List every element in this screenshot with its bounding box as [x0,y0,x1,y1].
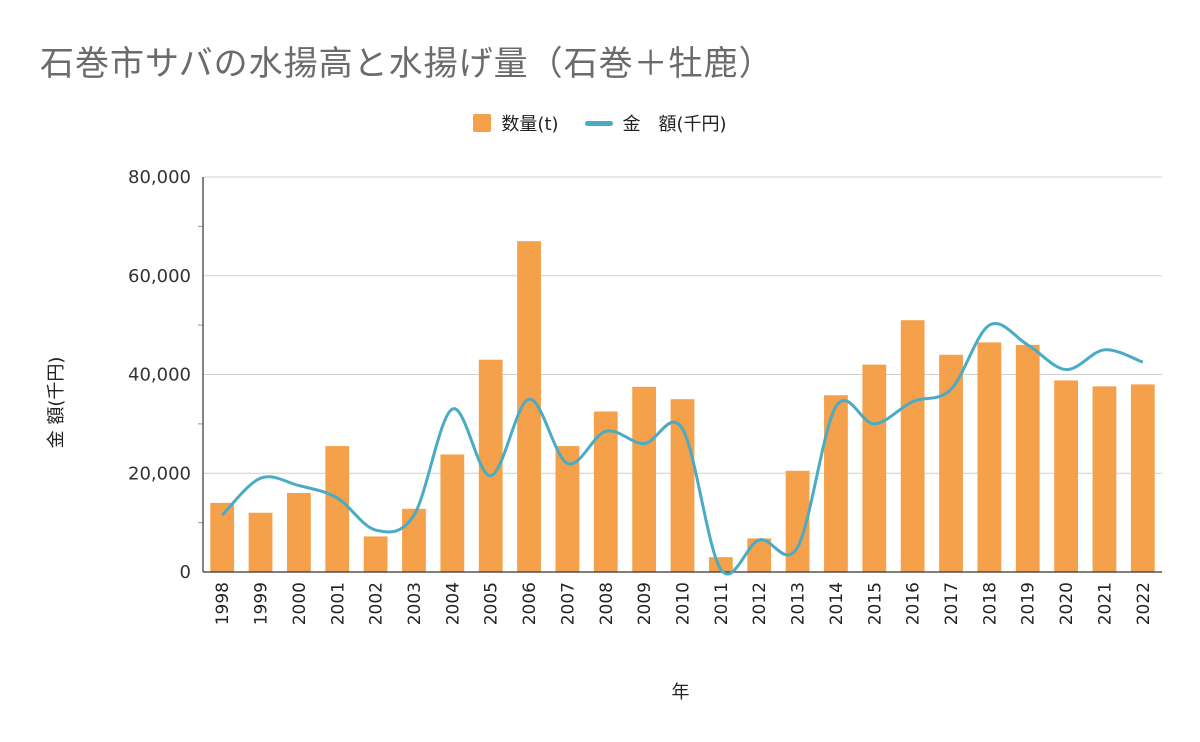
y-tick-label: 80,000 [128,167,191,188]
bar [363,536,388,572]
bar [210,502,235,572]
x-tick-label: 2001 [328,582,348,625]
x-tick-label: 2015 [865,582,885,625]
legend-item-bar: 数量(t) [473,110,559,136]
x-tick-label: 2022 [1134,582,1154,625]
bar [939,354,963,572]
bar [1054,380,1078,572]
x-axis-title: 年 [672,682,690,703]
series-line [221,322,1144,576]
bar [248,512,273,572]
x-tick-label: 2019 [1019,582,1039,625]
x-tick-label: 2002 [367,582,387,625]
bar [670,399,695,572]
bar [478,359,503,572]
x-tick-label: 2004 [443,582,463,625]
bar [747,538,772,572]
legend-label-bar: 数量(t) [501,114,559,135]
x-tick-label: 2006 [520,582,540,625]
bar [785,470,810,572]
x-tick-label: 2000 [290,582,310,625]
legend-label-line: 金 額(千円) [622,114,727,135]
x-tick-label: 2017 [942,582,962,625]
y-tick-label: 60,000 [128,266,191,287]
bar [517,241,541,572]
x-tick-label: 2016 [904,582,924,625]
bar [708,557,733,572]
x-tick-label: 2010 [674,582,694,625]
bar [862,364,887,572]
y-tick-label: 40,000 [128,365,191,386]
bar [1092,386,1117,572]
bar [593,411,618,572]
bar [1130,384,1155,572]
x-tick-label: 2014 [827,582,847,625]
x-tick-label: 1998 [213,582,233,625]
x-tick-label: 2020 [1057,582,1077,625]
x-tick-label: 1999 [252,582,272,625]
bar [977,342,1002,572]
bar [632,386,657,572]
bar [440,454,465,572]
y-tick-label: 0 [180,562,191,583]
chart-legend: 数量(t) 金 額(千円) [0,110,1200,136]
x-tick-label: 2003 [405,582,425,625]
bar [824,395,848,572]
y-tick-label: 20,000 [128,463,191,484]
legend-swatch-bar [473,114,492,132]
legend-item-line: 金 額(千円) [584,110,727,136]
bar [900,320,925,572]
x-tick-label: 2013 [789,582,809,625]
x-tick-label: 2012 [750,582,770,625]
x-tick-label: 2009 [635,582,655,625]
x-tick-label: 2007 [558,582,578,625]
bar [555,446,580,572]
x-tick-label: 2018 [980,582,1000,625]
x-tick-label: 2011 [712,582,732,625]
chart-title: 石巻市サバの水揚高と水揚げ量（石巻＋牡鹿） [40,44,774,84]
bar [402,508,426,572]
bar [287,493,311,572]
y-axis-title: 金 額(千円) [46,357,67,449]
x-tick-label: 2005 [482,582,502,625]
bar [1015,344,1040,572]
x-tick-label: 2021 [1095,582,1115,625]
bar [325,446,350,572]
x-tick-label: 2008 [597,582,617,625]
legend-swatch-line [584,120,613,126]
